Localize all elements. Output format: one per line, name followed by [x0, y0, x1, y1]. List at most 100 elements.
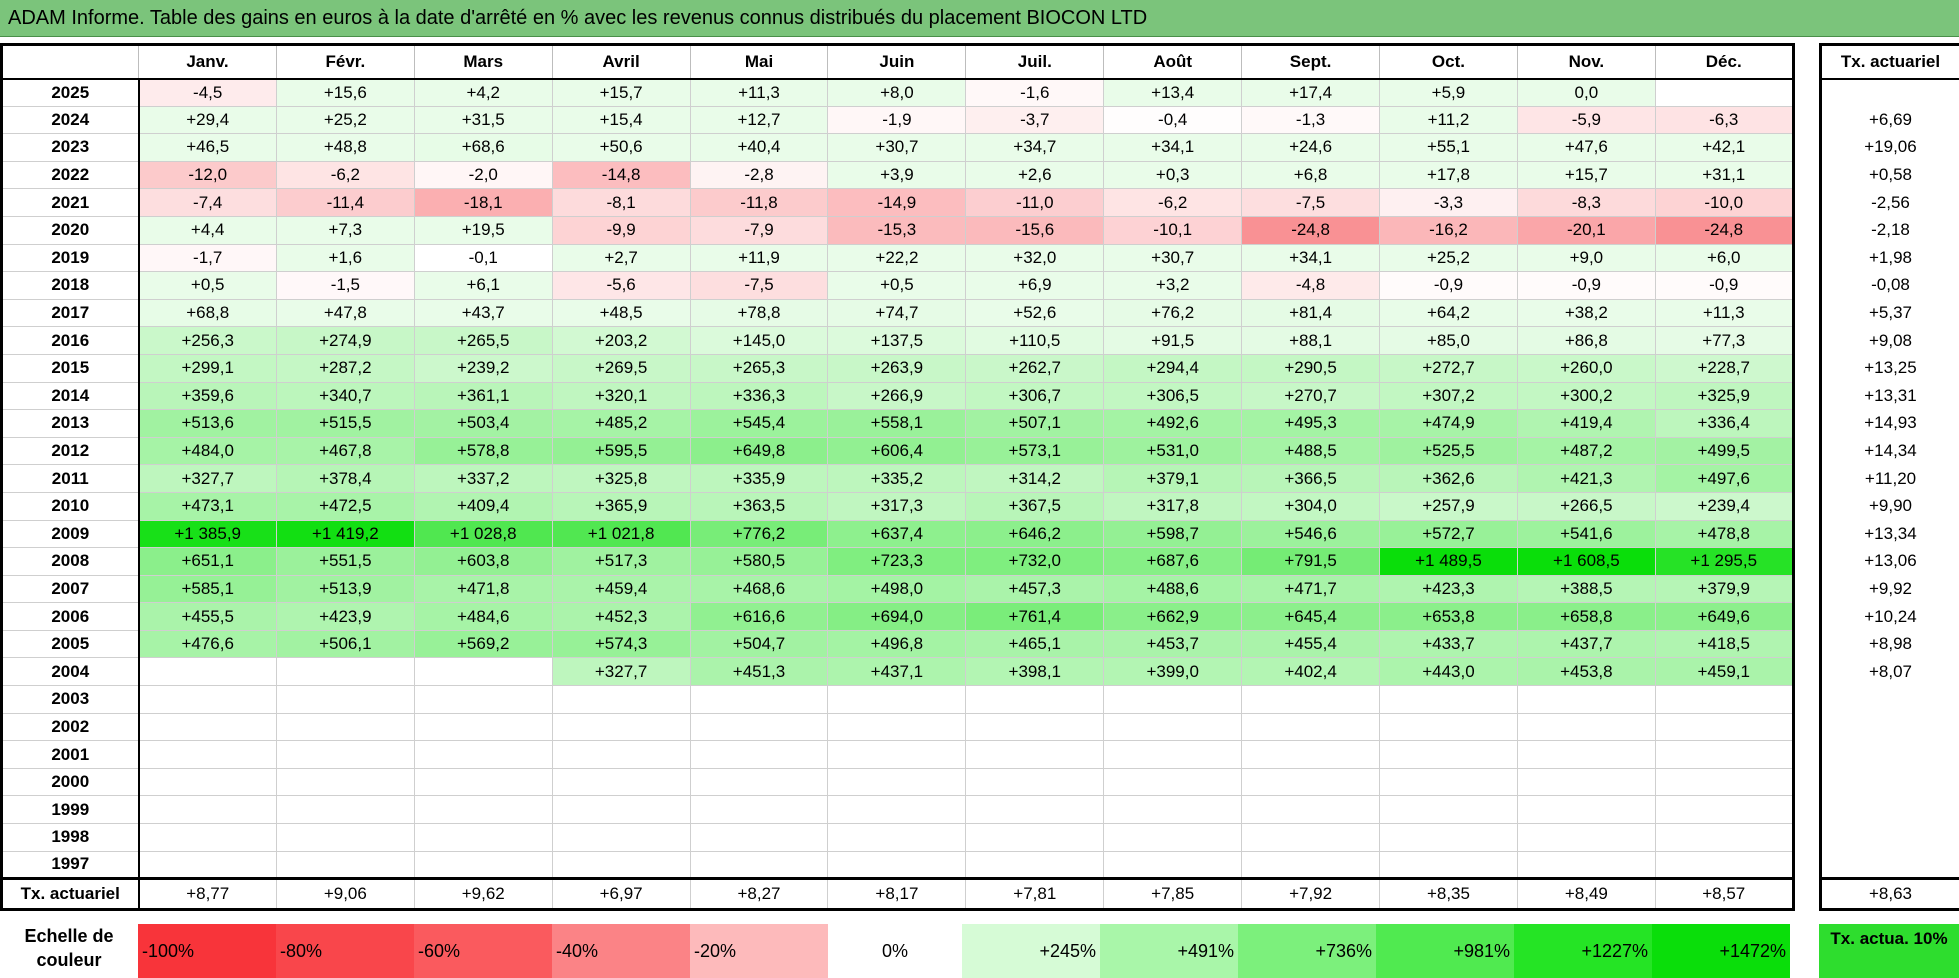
gain-cell	[551, 712, 691, 742]
gain-cell: +472,5	[275, 491, 415, 521]
gain-cell: +487,2	[1516, 436, 1656, 466]
gain-cell	[275, 740, 415, 769]
month-header-11: Nov.	[1516, 44, 1656, 80]
gain-cell	[275, 795, 415, 825]
gain-cell: -0,4	[1103, 105, 1243, 135]
gain-cell: +1 295,5	[1654, 547, 1794, 576]
gain-cell: +30,7	[827, 133, 967, 162]
gain-cell: +25,2	[275, 105, 415, 135]
gain-cell: +11,3	[689, 78, 829, 107]
gain-cell: +423,3	[1379, 574, 1518, 604]
year-row: 1999	[1, 795, 1794, 825]
gain-cell	[413, 740, 553, 769]
gain-cell: +476,6	[138, 629, 277, 659]
gain-cell: +22,2	[827, 243, 967, 273]
gain-cell: +503,4	[413, 409, 553, 438]
gain-cell: +7,3	[275, 215, 415, 245]
gain-cell: +485,2	[551, 409, 691, 438]
gain-cell: +78,8	[689, 298, 829, 328]
gain-cell: +572,7	[1379, 519, 1518, 549]
gain-cell: +687,6	[1103, 547, 1243, 576]
gain-cell	[689, 740, 829, 769]
gain-cell: +418,5	[1654, 629, 1794, 659]
gain-cell: +47,6	[1516, 133, 1656, 162]
annual-rate-cell: +1,98	[1868, 247, 1912, 267]
gain-cell: +388,5	[1516, 574, 1656, 604]
footer-rate-cell: +9,62	[413, 877, 553, 911]
year-row: 2002	[1, 712, 1794, 742]
gain-cell: +378,4	[275, 464, 415, 493]
gain-cell: +517,3	[551, 547, 691, 576]
gain-cell: +306,7	[965, 381, 1105, 411]
gain-cell: +495,3	[1241, 409, 1381, 438]
gain-cell: +68,6	[413, 133, 553, 162]
gain-cell: +15,6	[275, 78, 415, 107]
gain-cell: +34,1	[1241, 243, 1381, 273]
gain-cell	[413, 767, 553, 797]
gain-cell: +507,1	[965, 409, 1105, 438]
gain-cell: -16,2	[1379, 215, 1518, 245]
year-label: 2023	[1, 133, 140, 162]
gain-cell: +459,1	[1654, 657, 1794, 687]
gain-cell: +467,8	[275, 436, 415, 466]
gain-cell	[275, 850, 415, 880]
annual-rate-cell	[1821, 851, 1959, 879]
gain-cell: +88,1	[1241, 326, 1381, 355]
gain-cell: -1,7	[138, 243, 277, 273]
overall-rate-cell: +8,63	[1820, 877, 1959, 910]
gain-cell: -2,8	[689, 160, 829, 190]
year-label: 2024	[1, 105, 140, 135]
gain-cell: +1 489,5	[1379, 547, 1518, 576]
gain-cell: -8,1	[551, 188, 691, 217]
gain-cell: -4,8	[1241, 271, 1381, 300]
gain-cell: +761,4	[965, 602, 1105, 631]
gain-cell: +266,5	[1516, 491, 1656, 521]
gain-cell	[1516, 767, 1656, 797]
gain-cell	[138, 767, 277, 797]
gain-cell: +419,4	[1516, 409, 1656, 438]
gain-cell: -18,1	[413, 188, 553, 217]
gain-cell: +531,0	[1103, 436, 1243, 466]
gain-cell: +304,0	[1241, 491, 1381, 521]
year-row: 2023 +46,5 +48,8 +68,6 +50,6 +40,4 +30,7 +34,7 +…	[1, 133, 1794, 162]
gain-cell: +48,5	[551, 298, 691, 328]
gain-cell: -15,3	[827, 215, 967, 245]
legend-step: -100%	[138, 924, 276, 978]
gain-cell: +9,0	[1516, 243, 1656, 273]
gain-cell: +366,5	[1241, 464, 1381, 493]
year-label: 2018	[1, 271, 140, 300]
gain-cell: +81,4	[1241, 298, 1381, 328]
year-label: 1998	[1, 823, 140, 852]
gain-cell: -11,0	[965, 188, 1105, 217]
gain-cell: +488,6	[1103, 574, 1243, 604]
gain-cell: +791,5	[1241, 547, 1381, 576]
gain-cell: +649,6	[1654, 602, 1794, 631]
gain-cell	[1241, 823, 1381, 852]
gain-cell: +637,4	[827, 519, 967, 549]
gain-cell	[1654, 850, 1794, 880]
year-row: 2008 +651,1 +551,5 +603,8 +517,3 +580,5 +723,3…	[1, 547, 1794, 576]
annual-rate-cell: -2,18	[1871, 220, 1910, 240]
gain-cell: -15,6	[965, 215, 1105, 245]
gain-cell: +4,4	[138, 215, 277, 245]
gain-cell	[1516, 850, 1656, 880]
gain-cell: +55,1	[1379, 133, 1518, 162]
year-row: 2015 +299,1 +287,2 +239,2 +269,5 +265,3 +263,9…	[1, 353, 1794, 383]
gain-cell: +46,5	[138, 133, 277, 162]
gain-cell	[138, 823, 277, 852]
year-label: 2001	[1, 740, 140, 769]
gain-cell	[275, 823, 415, 852]
year-label: 2004	[1, 657, 140, 687]
gain-cell	[965, 740, 1105, 769]
month-header-8: Août	[1103, 44, 1242, 80]
gain-cell: +145,0	[689, 326, 829, 355]
gain-cell: -24,8	[1241, 215, 1381, 245]
footer-rate-cell: +8,49	[1516, 877, 1656, 911]
gain-cell: +616,6	[689, 602, 829, 631]
gain-cell	[1654, 740, 1794, 769]
gain-cell	[138, 712, 277, 742]
gain-cell: +203,2	[551, 326, 691, 355]
annual-rate-header: Tx. actuariel	[1820, 44, 1959, 80]
gain-cell: +266,9	[827, 381, 967, 411]
year-label: 2009	[1, 519, 140, 549]
